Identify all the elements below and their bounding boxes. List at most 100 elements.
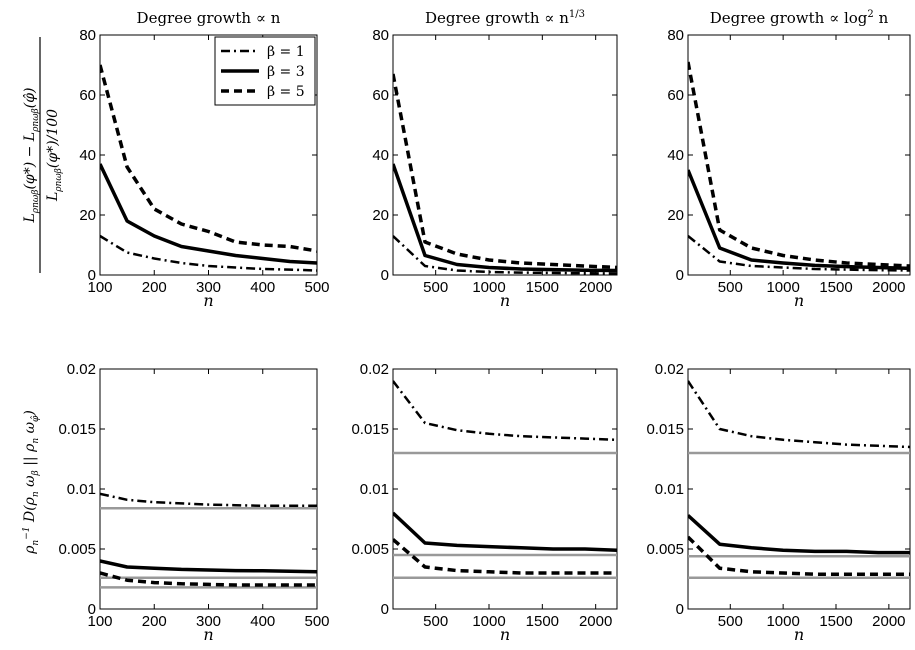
x-tick-label: 1000: [472, 613, 505, 630]
y-tick-label: 0.005: [58, 541, 96, 558]
x-tick-label: 400: [250, 279, 275, 296]
x-tick-label: 500: [304, 613, 329, 630]
panel-bottom-log2: 0 0.005 0.01 0.015 0.02 500 1000 1500 2000 n: [646, 361, 911, 644]
x-axis-label: n: [203, 291, 213, 310]
legend-label: β = 5: [267, 84, 305, 100]
y-tick-label: 0.005: [351, 541, 389, 558]
y-tick-label: 0.02: [360, 361, 389, 378]
panel-title: Degree growth ∝ log2 n: [710, 9, 889, 27]
x-axis-label: n: [500, 625, 510, 644]
y-tick-label: 0.01: [360, 481, 389, 498]
x-tick-label: 2000: [872, 279, 905, 296]
x-axis-label: n: [794, 625, 804, 644]
series-line-3: [688, 514, 910, 555]
y-tick-label: 0: [676, 601, 684, 618]
y-tick-label: 80: [667, 27, 684, 44]
panel-title: Degree growth ∝ n: [137, 9, 281, 27]
y-tick-label: 80: [79, 27, 96, 44]
x-axis-label: n: [203, 625, 213, 644]
y-tick-label: 80: [372, 27, 389, 44]
panel-top-log2: 0 20 40 60 80 500 1000 1500 2000 n Degree growth ∝…: [667, 9, 911, 310]
legend-label: β = 1: [267, 44, 305, 60]
series-line-1: [100, 492, 317, 508]
panel-title: Degree growth ∝ n1/3: [425, 9, 585, 27]
y-tick-label: 0.02: [67, 361, 96, 378]
series-line-1: [688, 235, 910, 272]
x-tick-label: 400: [250, 613, 275, 630]
series-line-3: [100, 163, 317, 265]
top-ylabel: Lρnωβ(φ*) − Lρnωβ(φ̂) Lρnωβ(φ*)/100: [22, 37, 64, 273]
series-line-3: [393, 511, 617, 552]
x-tick-label: 200: [142, 279, 167, 296]
series-line-1: [688, 380, 910, 449]
y-tick-label: 0: [381, 601, 389, 618]
series-line-5: [100, 64, 317, 253]
y-tick-label: 20: [79, 207, 96, 224]
y-tick-label: 0: [381, 267, 389, 284]
x-tick-label: 300: [196, 279, 221, 296]
x-tick-label: 100: [87, 613, 112, 630]
series-line-1: [100, 234, 317, 272]
panel-bottom-linear: 0 0.005 0.01 0.015 0.02 100 200 300 400 500 n: [58, 361, 329, 644]
x-tick-label: 200: [142, 613, 167, 630]
x-tick-label: 1000: [766, 613, 799, 630]
series-line-3: [688, 169, 910, 271]
y-tick-label: 0: [88, 267, 96, 284]
x-tick-label: 500: [718, 613, 743, 630]
series-line-3: [100, 559, 317, 574]
y-tick-label: 0.02: [655, 361, 684, 378]
axes-box: [687, 34, 911, 276]
x-tick-label: 500: [423, 613, 448, 630]
y-tick-label: 40: [372, 147, 389, 164]
x-tick-label: 1500: [526, 613, 559, 630]
y-tick-label: 60: [79, 87, 96, 104]
x-tick-label: 1000: [766, 279, 799, 296]
top-ylabel-numerator: Lρnωβ(φ*) − Lρnωβ(φ̂): [22, 88, 41, 224]
y-tick-label: 0.01: [67, 481, 96, 498]
series-line-5: [100, 571, 317, 587]
x-tick-label: 2000: [579, 613, 612, 630]
series-line-5: [393, 538, 617, 575]
series-line-5: [688, 61, 910, 268]
panel-top-cuberoot: 0 20 40 60 80 500 1000 1500 2000 n Degree growth ∝…: [372, 9, 618, 310]
top-ylabel-denominator: Lρnωβ(φ*)/100: [45, 109, 64, 202]
y-tick-label: 20: [667, 207, 684, 224]
legend-label: β = 3: [267, 64, 305, 80]
y-tick-label: 20: [372, 207, 389, 224]
x-tick-label: 1000: [472, 279, 505, 296]
y-tick-label: 40: [79, 147, 96, 164]
y-tick-label: 60: [372, 87, 389, 104]
bottom-ylabel: ρn−1 D(ρn ωβ || ρn ωφ̂): [22, 410, 41, 555]
y-tick-label: 0.005: [646, 541, 684, 558]
series-line-5: [688, 535, 910, 576]
x-tick-label: 1500: [819, 613, 852, 630]
axes-box: [99, 368, 318, 610]
y-tick-label: 0.01: [655, 481, 684, 498]
x-tick-label: 1500: [526, 279, 559, 296]
x-tick-label: 2000: [872, 613, 905, 630]
y-tick-label: 0.015: [646, 421, 684, 438]
y-tick-label: 0: [676, 267, 684, 284]
axes-box: [392, 34, 618, 276]
series-line-1: [393, 235, 617, 275]
series-line-3: [393, 163, 617, 273]
x-axis-label: n: [500, 291, 510, 310]
x-tick-label: 500: [423, 279, 448, 296]
x-tick-label: 2000: [579, 279, 612, 296]
panel-top-linear: 0 20 40 60 80 100 200 300 400 500 n Degree growth ∝…: [79, 9, 329, 310]
y-tick-label: 0.015: [351, 421, 389, 438]
panel-bottom-cuberoot: 0 0.005 0.01 0.015 0.02 500 1000 1500 2000 n: [351, 361, 618, 644]
series-line-1: [393, 380, 617, 442]
x-tick-label: 500: [304, 279, 329, 296]
x-tick-label: 300: [196, 613, 221, 630]
y-tick-label: 0: [88, 601, 96, 618]
y-tick-label: 0.015: [58, 421, 96, 438]
series-line-5: [393, 73, 617, 270]
x-tick-label: 1500: [819, 279, 852, 296]
x-tick-label: 500: [718, 279, 743, 296]
y-tick-label: 60: [667, 87, 684, 104]
y-tick-label: 40: [667, 147, 684, 164]
x-axis-label: n: [794, 291, 804, 310]
